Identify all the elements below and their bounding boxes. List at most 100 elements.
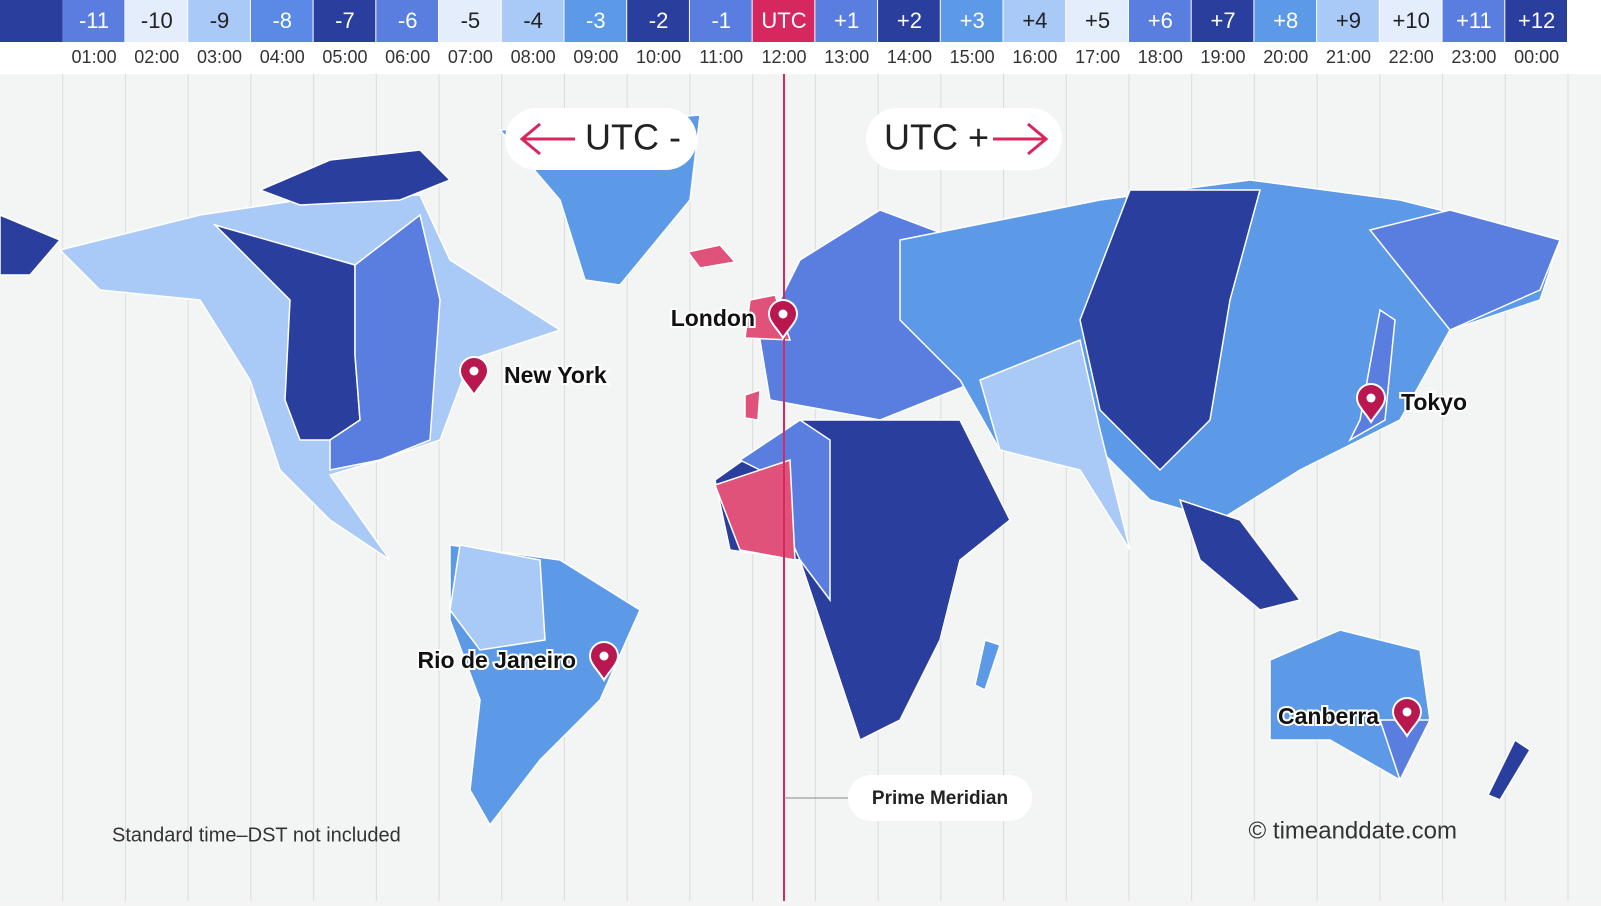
city-pin-dot: [778, 309, 788, 319]
arrow-right: [993, 122, 1049, 156]
city-pin-dot: [599, 651, 609, 661]
zone-cell: [1442, 0, 1505, 42]
city-label: Rio de Janeiro: [418, 647, 576, 673]
zone-time: 11:00: [699, 47, 743, 67]
note: Standard time–DST not included: [112, 824, 401, 846]
zone-cell: [689, 0, 752, 42]
asia-central: [1079, 189, 1261, 472]
zone-offset: +1: [834, 8, 859, 33]
zone-offset: -2: [649, 8, 669, 33]
zone-offset: +11: [1456, 8, 1492, 33]
arctic-islands: [257, 149, 452, 206]
city-pin-dot: [1402, 707, 1412, 717]
zone-cell: [815, 0, 878, 42]
zone-cell: [250, 0, 313, 42]
direction-label: UTC -: [585, 117, 681, 158]
city-label: Canberra: [1278, 703, 1379, 729]
zone-time: 05:00: [322, 47, 367, 67]
city-pin: [588, 641, 620, 682]
zone-cell: [313, 0, 376, 42]
zone-time: 22:00: [1389, 47, 1434, 67]
city-pin: [767, 299, 799, 340]
zone-cell: [439, 0, 501, 42]
zone-offset: +4: [1022, 8, 1047, 33]
zone-cell: [1379, 0, 1442, 42]
zone-time: 02:00: [134, 47, 179, 67]
zone-cell: [752, 0, 815, 42]
zone-cell: [878, 0, 940, 42]
zone-offset: -3: [586, 8, 606, 33]
zone-cell: [0, 0, 63, 42]
zone-time: 00:00: [1514, 47, 1559, 67]
copyright: © timeanddate.com: [1249, 817, 1457, 844]
zone-offset: -4: [523, 8, 543, 33]
zone-cell: [1317, 0, 1379, 42]
iceland: [686, 244, 737, 269]
zone-cell: [1003, 0, 1066, 42]
asia-south: [979, 338, 1131, 551]
zone-cell: [62, 0, 125, 42]
zone-offset: +6: [1148, 8, 1173, 33]
zone-time: 13:00: [824, 47, 869, 67]
zone-cell: [501, 0, 564, 42]
direction-pill-left: UTC -: [505, 108, 697, 170]
pill: [866, 108, 1062, 170]
city-pin-dot: [1366, 393, 1376, 403]
pill: [505, 108, 697, 170]
zone-cell: [627, 0, 689, 42]
zone-offset: +5: [1085, 8, 1110, 33]
zone-cell: [1191, 0, 1254, 42]
north-america-east: [329, 213, 441, 471]
city-pin: [458, 356, 490, 397]
zone-cell: [188, 0, 250, 42]
zone-offset: -10: [141, 8, 173, 33]
zone-cell: [564, 0, 627, 42]
zone-offset: +7: [1210, 8, 1235, 33]
zone-offset: +10: [1393, 8, 1430, 33]
zone-cell: [940, 0, 1003, 42]
asia-east: [1368, 209, 1562, 331]
zone-offset: UTC: [761, 8, 806, 33]
city-label: New York: [504, 362, 607, 388]
zone-time: 17:00: [1075, 47, 1120, 67]
direction-label: UTC +: [884, 117, 989, 158]
timezone-bar: -11 01:00 -10 02:00 -9 03:00 -8 04:00 -7 05:00 -6 0…: [0, 0, 1601, 74]
zone-offset: -11: [79, 8, 109, 33]
zone-time: 06:00: [385, 47, 430, 67]
zone-offset: -6: [398, 8, 418, 33]
zone-cell: [1128, 0, 1191, 42]
west-africa: [714, 458, 796, 561]
city-pin: [1355, 383, 1387, 424]
zone-offset: -5: [461, 8, 481, 33]
iberia: [744, 388, 761, 421]
new-zealand: [1486, 738, 1532, 801]
zone-offset: -7: [335, 8, 355, 33]
zone-cell: [1254, 0, 1317, 42]
zone-offset: -9: [210, 8, 230, 33]
prime-meridian-pill: [848, 775, 1032, 821]
zone-time: 14:00: [887, 47, 932, 67]
zone-offset: -1: [711, 8, 731, 33]
south-america-west: [449, 544, 546, 651]
zone-time: 04:00: [260, 47, 305, 67]
zone-cell: [125, 0, 188, 42]
zone-time: 12:00: [761, 47, 806, 67]
zone-time: 08:00: [511, 47, 556, 67]
zone-offset: +8: [1273, 8, 1298, 33]
zone-time: 10:00: [636, 47, 681, 67]
city-label: Tokyo: [1401, 389, 1467, 415]
direction-pill-right: UTC +: [866, 108, 1062, 170]
zone-time: 21:00: [1326, 47, 1371, 67]
madagascar: [974, 639, 1001, 692]
zone-time: 19:00: [1201, 47, 1246, 67]
zone-time: 16:00: [1012, 47, 1057, 67]
zone-time: 18:00: [1138, 47, 1183, 67]
city-label: London: [671, 305, 755, 331]
zone-cell: [376, 0, 439, 42]
zone-offset: +9: [1336, 8, 1361, 33]
zone-time: 01:00: [72, 47, 117, 67]
zone-time: 23:00: [1451, 47, 1496, 67]
zone-offset: +2: [897, 8, 922, 33]
asia: [899, 179, 1561, 521]
